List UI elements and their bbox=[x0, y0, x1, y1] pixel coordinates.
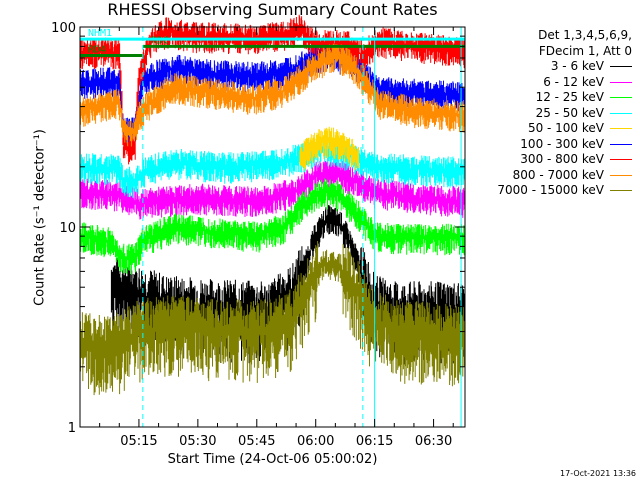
x-tick-label: 05:15 bbox=[120, 434, 157, 449]
chart-title: RHESSI Observing Summary Count Rates bbox=[107, 0, 438, 19]
legend-label: 800 - 7000 keV bbox=[512, 167, 604, 182]
x-tick-label: 06:00 bbox=[297, 434, 334, 449]
y-tick-label: 10 bbox=[59, 221, 76, 236]
legend-swatch bbox=[610, 66, 632, 67]
legend-label: 3 - 6 keV bbox=[550, 59, 604, 73]
y-axis: 1 10 100 bbox=[51, 21, 465, 436]
series-line bbox=[299, 126, 359, 171]
x-tick-label: 06:15 bbox=[356, 434, 393, 449]
legend-label: 50 - 100 keV bbox=[527, 121, 604, 135]
legend-swatch bbox=[610, 112, 632, 114]
series-50-100-kev bbox=[299, 126, 359, 171]
legend-label: 7000 - 15000 keV bbox=[497, 183, 604, 197]
legend-label: 25 - 50 keV bbox=[535, 105, 604, 120]
legend-swatch bbox=[610, 159, 632, 160]
x-tick-label: 05:30 bbox=[179, 434, 216, 449]
legend: Det 1,3,4,5,6,9, FDecim 1, Att 0 3 - 6 k… bbox=[497, 28, 632, 199]
flag-label-nhm1: NHM1 bbox=[88, 28, 112, 39]
legend-swatch bbox=[610, 190, 632, 191]
legend-swatch bbox=[610, 81, 632, 83]
legend-swatch bbox=[610, 143, 632, 145]
legend-swatch bbox=[610, 97, 632, 98]
x-axis-label: Start Time (24-Oct-06 05:00:02) bbox=[167, 452, 378, 467]
x-tick-label: 05:45 bbox=[238, 434, 275, 449]
legend-item: 100 - 300 keV bbox=[497, 137, 632, 153]
y-tick-label: 1 bbox=[68, 421, 76, 436]
legend-label: 12 - 25 keV bbox=[535, 90, 604, 104]
legend-swatch bbox=[610, 174, 632, 176]
legend-item: 3 - 6 keV bbox=[497, 59, 632, 75]
legend-label: 300 - 800 keV bbox=[520, 152, 604, 166]
legend-header-line-1: Det 1,3,4,5,6,9, bbox=[538, 28, 632, 42]
flag-label-rdc: RDC bbox=[151, 35, 169, 46]
y-tick-label: 100 bbox=[51, 21, 76, 36]
x-axis: 05:15 05:30 05:45 06:00 06:15 06:30 bbox=[79, 27, 454, 449]
legend-label: 6 - 12 keV bbox=[543, 74, 604, 89]
legend-item: 6 - 12 keV bbox=[497, 75, 632, 91]
flag-label-rd4: RD4 bbox=[88, 45, 106, 56]
series-line bbox=[79, 241, 466, 396]
legend-swatch bbox=[610, 128, 632, 129]
x-tick-label: 06:30 bbox=[415, 434, 452, 449]
legend-item: 7000 - 15000 keV bbox=[497, 183, 632, 199]
legend-item: 800 - 7000 keV bbox=[497, 168, 632, 184]
timestamp: 17-Oct-2021 13:36 bbox=[560, 469, 636, 478]
legend-header-line-2: FDecim 1, Att 0 bbox=[538, 43, 632, 58]
series-layer bbox=[79, 14, 466, 396]
flag-layer: RD4 RDC NHM1 bbox=[80, 28, 465, 58]
legend-item: 25 - 50 keV bbox=[497, 106, 632, 122]
y-axis-label: Count Rate (s⁻¹ detector⁻¹) bbox=[32, 129, 48, 306]
series-7000-15000-kev bbox=[79, 241, 466, 396]
legend-label: 100 - 300 keV bbox=[520, 136, 604, 151]
legend-item: 12 - 25 keV bbox=[497, 90, 632, 106]
legend-item: 50 - 100 keV bbox=[497, 121, 632, 137]
legend-item: 300 - 800 keV bbox=[497, 152, 632, 168]
